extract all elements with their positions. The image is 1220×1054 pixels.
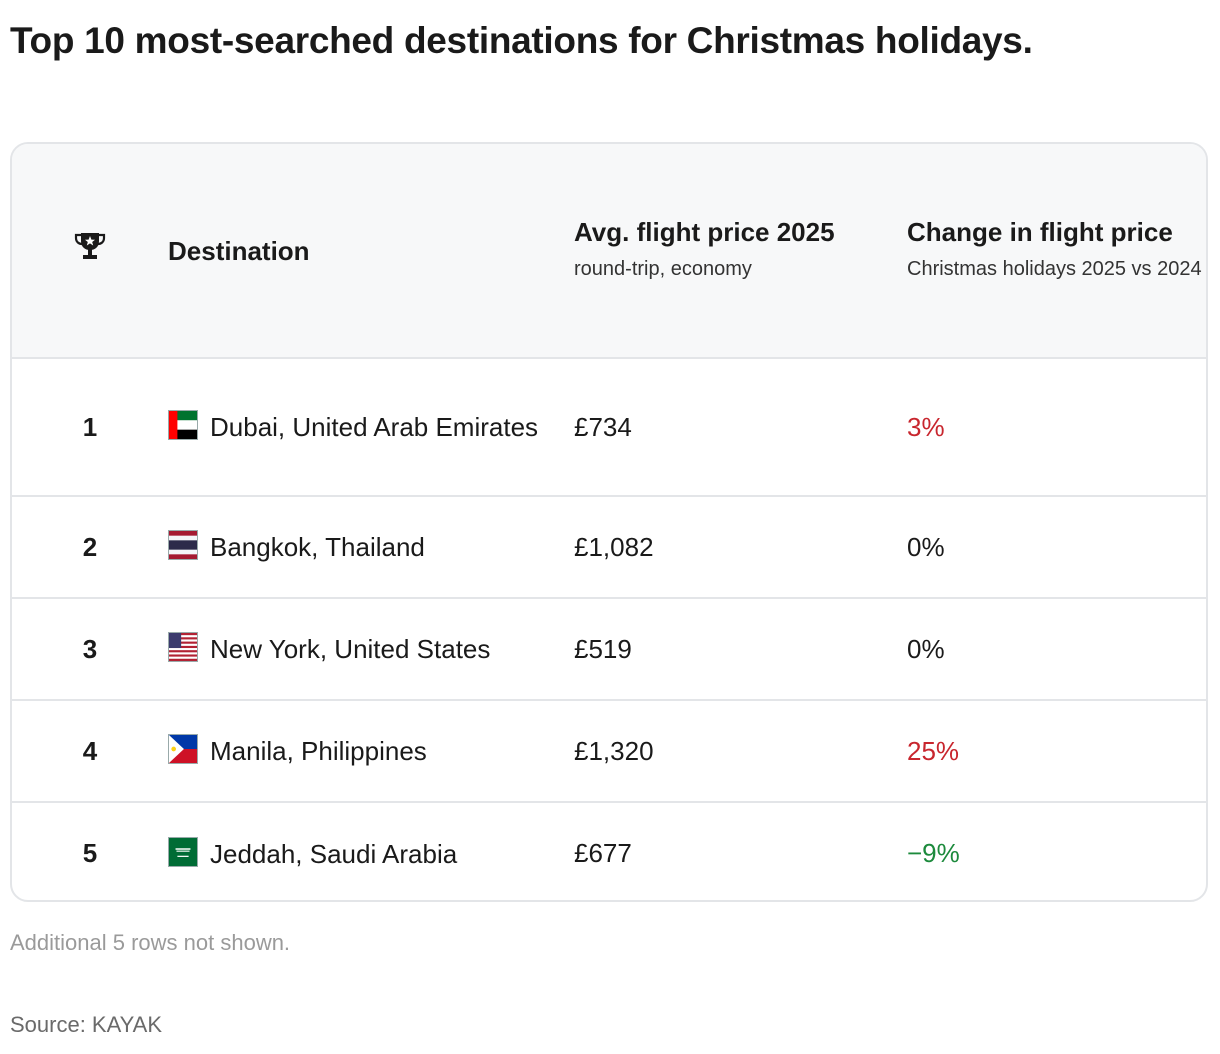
change-cell: 3%	[907, 411, 945, 442]
destination-name: Dubai, United Arab Emirates	[210, 412, 539, 442]
destination-name: Bangkok, Thailand	[210, 532, 425, 562]
table-header-row: Destination Avg. flight price 2025 round…	[12, 144, 1206, 358]
change-header: Change in flight price Christmas holiday…	[907, 144, 1206, 358]
price-cell: £519	[574, 633, 632, 664]
philippines-flag-icon	[168, 734, 198, 764]
table-row: 3 New Yor	[12, 598, 1206, 700]
rank-cell: 2	[82, 531, 98, 562]
change-cell: 25%	[907, 735, 960, 766]
destination-cell: Manila, Philippines	[168, 700, 574, 802]
rank-header	[12, 144, 168, 358]
price-header-subtitle: round-trip, economy	[574, 257, 752, 280]
table-row: 2 Bangkok, Thailand £1,082 0%	[12, 496, 1206, 598]
change-header-label: Change in flight price	[907, 216, 1173, 247]
usa-flag-icon	[168, 632, 198, 662]
destination-cell: Jeddah, Saudi Arabia	[168, 802, 574, 900]
destination-cell: Dubai, United Arab Emirates	[168, 358, 574, 496]
destination-name: Manila, Philippines	[210, 736, 427, 766]
rank-cell: 1	[82, 411, 98, 442]
rank-cell: 5	[82, 838, 98, 868]
change-cell: −9%	[907, 838, 960, 868]
change-header-subtitle: Christmas holidays 2025 vs 2024	[907, 257, 1202, 280]
change-cell: 0%	[907, 531, 945, 562]
destination-header: Destination	[168, 235, 310, 266]
price-header-label: Avg. flight price 2025	[574, 216, 835, 247]
destinations-table: Destination Avg. flight price 2025 round…	[10, 142, 1208, 902]
destination-name: New York, United States	[210, 634, 491, 664]
page-title: Top 10 most-searched destinations for Ch…	[10, 20, 1033, 61]
rank-cell: 3	[82, 633, 98, 664]
price-cell: £677	[574, 838, 632, 868]
table-row: 5 Jeddah, Saudi Arabia £677 −9%	[12, 802, 1206, 900]
price-cell: £1,320	[574, 735, 654, 766]
source-caption: Source: KAYAK	[10, 1012, 163, 1037]
rank-cell: 4	[82, 735, 98, 766]
uae-flag-icon	[168, 410, 198, 440]
trophy-icon	[73, 229, 107, 263]
price-header: Avg. flight price 2025 round-trip, econo…	[574, 144, 907, 358]
thailand-flag-icon	[168, 530, 198, 560]
table-row: 1 Dubai, United Arab Emirates £734 3%	[12, 358, 1206, 496]
price-cell: £1,082	[574, 531, 654, 562]
price-cell: £734	[574, 411, 632, 442]
table-row: 4 Manila, Philippines £1,320 25%	[12, 700, 1206, 802]
destination-cell: New York, United States	[168, 598, 574, 700]
saudi-arabia-flag-icon	[168, 836, 198, 867]
change-cell: 0%	[907, 633, 945, 664]
rows-not-shown-note: Additional 5 rows not shown.	[10, 930, 291, 955]
destination-name: Jeddah, Saudi Arabia	[210, 838, 458, 869]
destination-cell: Bangkok, Thailand	[168, 496, 574, 598]
